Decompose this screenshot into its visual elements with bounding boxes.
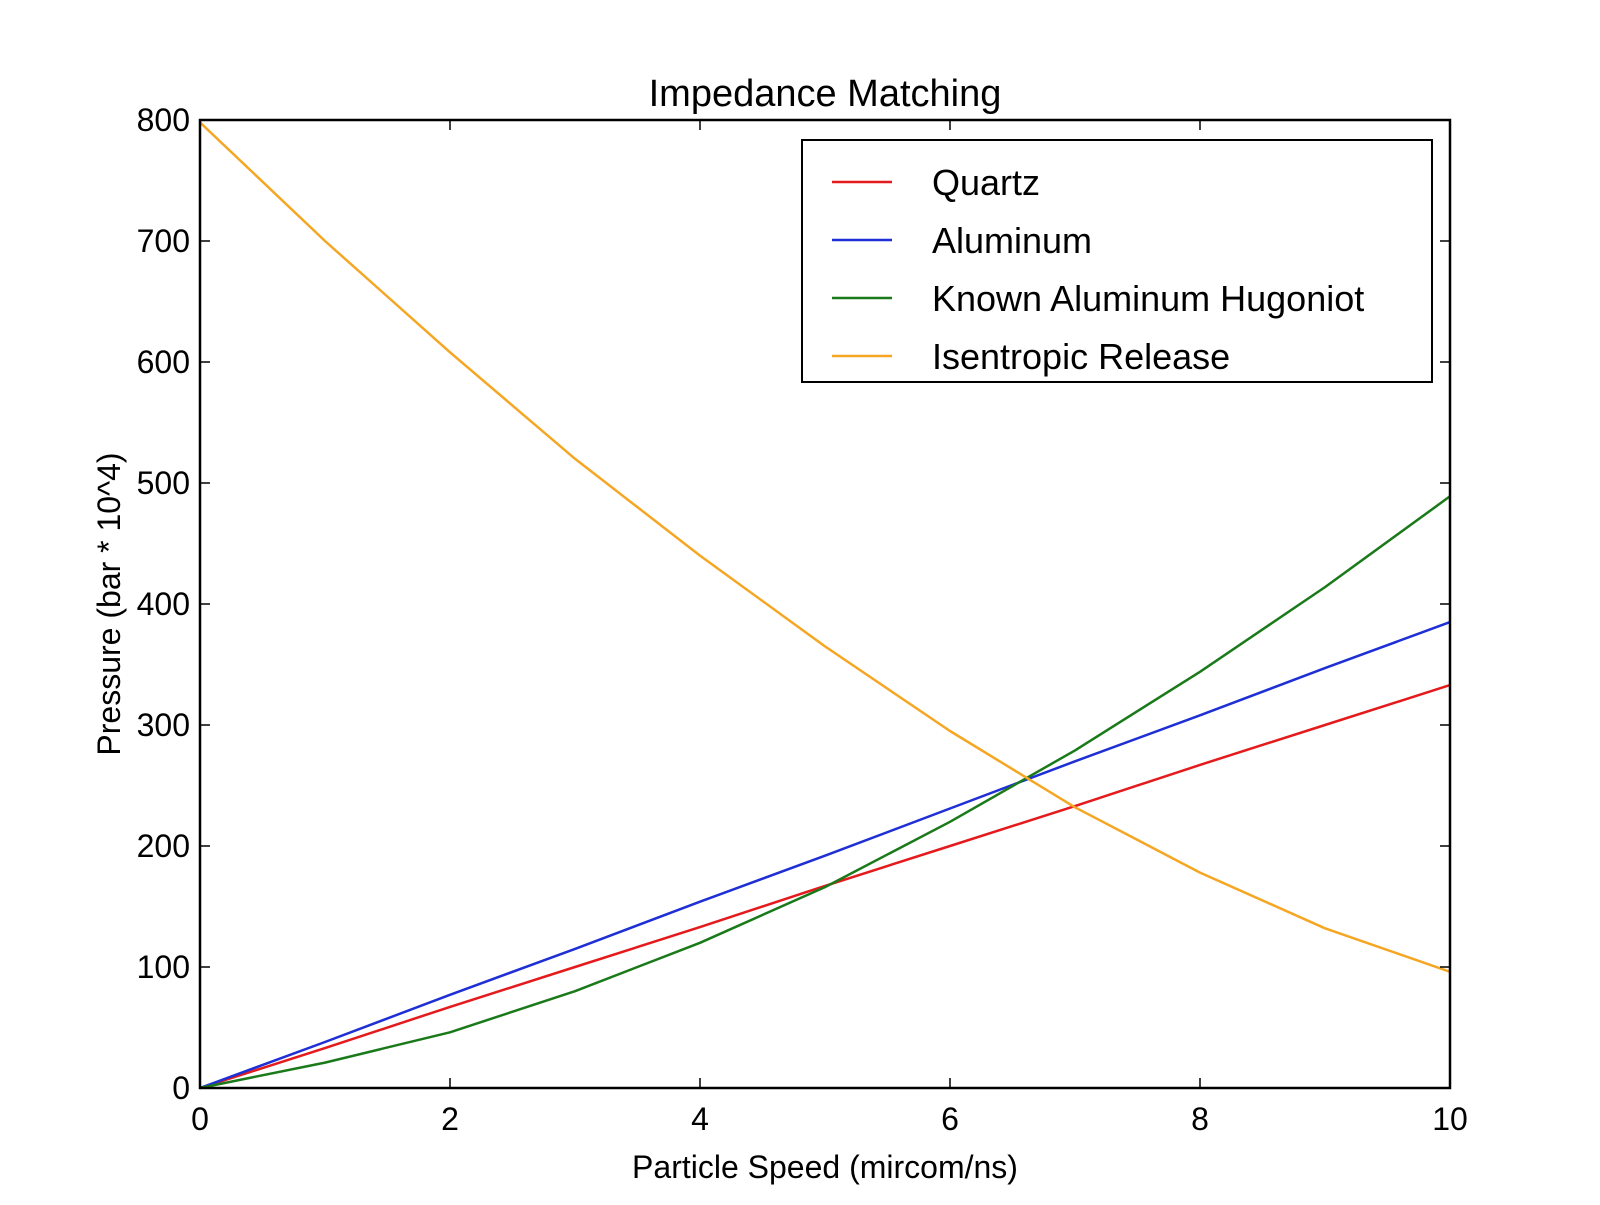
y-tick-label: 300 xyxy=(137,707,190,743)
y-tick-label: 400 xyxy=(137,586,190,622)
legend-box xyxy=(801,139,1433,383)
x-tick-label: 8 xyxy=(1191,1101,1209,1137)
x-axis-label: Particle Speed (mircom/ns) xyxy=(632,1149,1018,1185)
y-tick-label: 100 xyxy=(137,949,190,985)
y-axis-label: Pressure (bar * 10^4) xyxy=(91,452,127,755)
legend-label-4: Isentropic Release xyxy=(932,336,1230,377)
legend-label-2: Aluminum xyxy=(932,220,1092,261)
series-line-3 xyxy=(199,495,1451,1090)
legend-label-3: Known Aluminum Hugoniot xyxy=(932,278,1364,319)
x-tick-label: 6 xyxy=(941,1101,959,1137)
x-tick-label: 2 xyxy=(441,1101,459,1137)
legend-entries: Quartz Aluminum Known Aluminum Hugoniot Ise… xyxy=(832,162,1364,377)
chart-title: Impedance Matching xyxy=(649,73,1002,115)
y-tick-label: 0 xyxy=(172,1070,190,1106)
legend-label-1: Quartz xyxy=(932,162,1040,203)
y-tick-label: 200 xyxy=(137,828,190,864)
series-layer xyxy=(199,121,1451,1090)
y-tick-label: 700 xyxy=(137,223,190,259)
x-tick-label: 0 xyxy=(191,1101,209,1137)
y-tick-label: 800 xyxy=(137,102,190,138)
legend: Quartz Aluminum Known Aluminum Hugoniot Ise… xyxy=(801,139,1433,383)
y-tick-label: 500 xyxy=(137,465,190,501)
y-tick-label: 600 xyxy=(137,344,190,380)
series-line-4 xyxy=(199,121,1451,973)
x-tick-label: 10 xyxy=(1432,1101,1468,1137)
x-tick-label: 4 xyxy=(691,1101,709,1137)
series-line-2 xyxy=(199,620,1451,1090)
